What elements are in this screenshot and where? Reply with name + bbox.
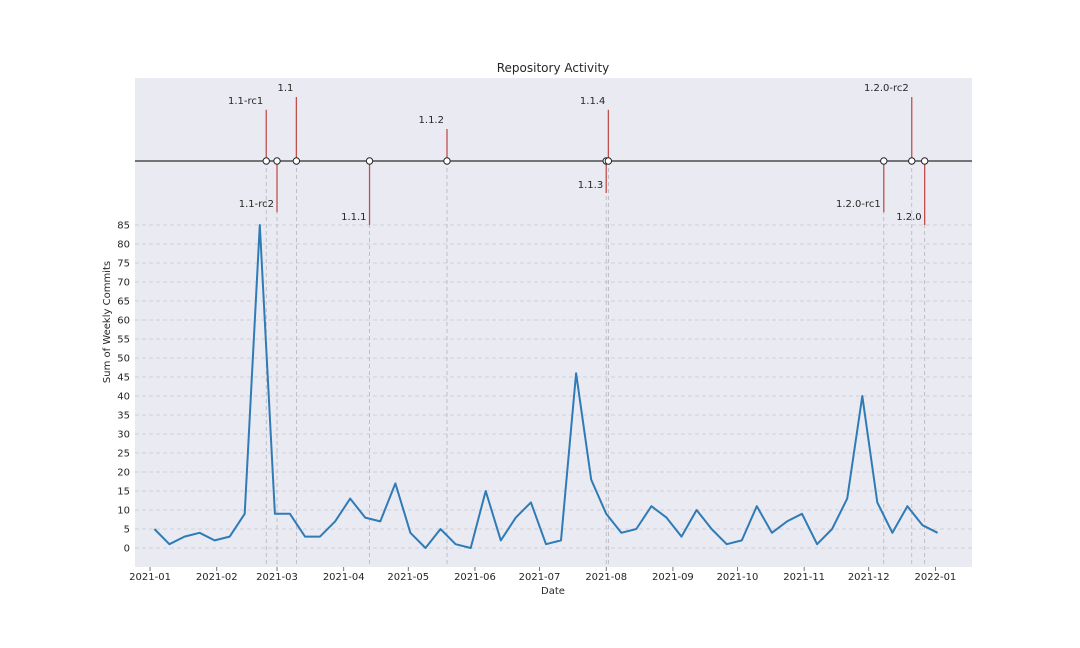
y-tick-label: 40: [117, 392, 130, 403]
y-tick-label: 10: [117, 506, 130, 517]
y-tick-label: 85: [117, 221, 130, 232]
release-marker: [604, 157, 613, 165]
y-tick-label: 60: [117, 316, 130, 327]
x-tick-label: 2021-02: [196, 572, 238, 583]
y-tick-label: 25: [117, 449, 130, 460]
commits-series: [153, 224, 939, 549]
commits-line: [153, 224, 939, 549]
y-tick-label: 55: [117, 335, 130, 346]
y-tick-label: 70: [117, 278, 130, 289]
release-marker: [262, 157, 270, 165]
release-label: 1.2.0: [896, 212, 921, 223]
y-axis-label: Sum of Weekly Commits: [102, 261, 113, 383]
release-marker: [273, 157, 281, 165]
y-tick-label: 65: [117, 297, 130, 308]
x-axis-ticks: 2021-01 2021-02 2021-03 2021-04 2021-05 2021-…: [129, 567, 956, 583]
release-marker: [908, 157, 916, 165]
y-tick-label: 75: [117, 259, 130, 270]
release-stems: 1.1-rc1 1.1-rc2 1.1 1.1.1 1.1.2 1.1.3 1.1.4 1.2…: [228, 83, 929, 225]
x-tick-label: 2021-10: [717, 572, 759, 583]
release-label: 1.1.4: [580, 96, 605, 107]
y-tick-label: 80: [117, 240, 130, 251]
release-marker: [365, 157, 374, 165]
y-axis-ticks: 0 5 10 15 20 25 30 35 40 45 50 55 60 65 70 75 80 85: [117, 221, 130, 555]
release-label: 1.1: [277, 83, 293, 94]
plot-area: [135, 225, 972, 567]
y-tick-label: 20: [117, 468, 130, 479]
x-tick-label: 2021-07: [519, 572, 561, 583]
x-tick-label: 2021-04: [323, 572, 365, 583]
y-tick-label: 45: [117, 373, 130, 384]
release-marker: [920, 157, 929, 165]
release-marker: [292, 157, 301, 165]
x-tick-label: 2021-03: [256, 572, 298, 583]
x-axis-label: Date: [541, 586, 565, 597]
release-label: 1.1-rc2: [239, 199, 274, 210]
y-tick-label: 50: [117, 354, 130, 365]
release-label: 1.1.1: [341, 212, 366, 223]
x-tick-label: 2021-06: [454, 572, 496, 583]
release-label: 1.2.0-rc1: [836, 199, 881, 210]
x-tick-label: 2021-09: [652, 572, 694, 583]
release-label: 1.2.0-rc2: [864, 83, 909, 94]
release-label: 1.1.3: [578, 180, 603, 191]
x-tick-label: 2021-05: [387, 572, 429, 583]
y-tick-label: 0: [124, 544, 130, 555]
release-marker: [443, 157, 451, 165]
release-label: 1.1-rc1: [228, 96, 263, 107]
release-label: 1.1.2: [419, 115, 444, 126]
x-tick-label: 2022-01: [915, 572, 957, 583]
y-tick-label: 30: [117, 430, 130, 441]
timeline-panel: [135, 78, 972, 225]
chart-title: Repository Activity: [497, 61, 610, 75]
y-tick-label: 5: [124, 525, 130, 536]
y-tick-label: 15: [117, 487, 130, 498]
y-tick-label: 35: [117, 411, 130, 422]
x-tick-label: 2021-01: [129, 572, 171, 583]
x-tick-label: 2021-08: [585, 572, 627, 583]
release-marker: [880, 157, 888, 165]
x-tick-label: 2021-12: [848, 572, 890, 583]
x-tick-label: 2021-11: [783, 572, 825, 583]
